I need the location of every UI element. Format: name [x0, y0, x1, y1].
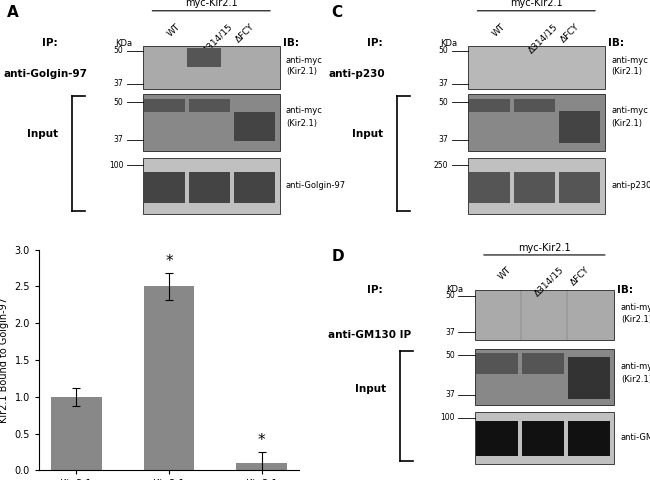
Text: C: C: [332, 5, 343, 20]
Bar: [560, 172, 601, 203]
Y-axis label: Kir2.1 Bound to Golgin-97: Kir2.1 Bound to Golgin-97: [0, 297, 9, 423]
Text: 37: 37: [114, 135, 124, 144]
Text: KDa: KDa: [115, 39, 132, 48]
Text: Δ314/15: Δ314/15: [526, 22, 560, 55]
Text: KDa: KDa: [440, 39, 457, 48]
Bar: [468, 158, 604, 214]
Text: *: *: [165, 254, 173, 269]
Text: anti-GM130: anti-GM130: [621, 433, 650, 442]
Bar: [468, 94, 604, 151]
Text: KDa: KDa: [447, 286, 463, 294]
Text: Input: Input: [27, 130, 58, 139]
Text: (Kir2.1): (Kir2.1): [621, 375, 650, 384]
Text: 50: 50: [439, 46, 448, 55]
Text: anti-p230: anti-p230: [611, 181, 650, 191]
Text: WT: WT: [497, 265, 514, 282]
Text: 37: 37: [445, 390, 455, 399]
Text: anti-GM130 IP: anti-GM130 IP: [328, 330, 411, 340]
Bar: [474, 412, 614, 464]
Text: (Kir2.1): (Kir2.1): [611, 119, 642, 128]
Bar: [514, 99, 555, 112]
Text: (Kir2.1): (Kir2.1): [286, 119, 317, 128]
Text: IP:: IP:: [42, 38, 58, 48]
Bar: [568, 420, 610, 456]
Bar: [522, 352, 564, 374]
Text: *: *: [258, 432, 265, 447]
Text: (Kir2.1): (Kir2.1): [611, 67, 642, 76]
Bar: [236, 463, 287, 470]
Text: myc-Kir2.1: myc-Kir2.1: [518, 243, 571, 252]
Text: anti-Golgin-97: anti-Golgin-97: [3, 70, 87, 79]
Bar: [189, 172, 230, 203]
Text: 100: 100: [109, 160, 124, 169]
Bar: [187, 48, 221, 67]
Text: 50: 50: [114, 46, 124, 55]
Text: anti-myc: anti-myc: [611, 107, 648, 115]
Text: myc-Kir2.1: myc-Kir2.1: [185, 0, 237, 8]
Text: 37: 37: [114, 79, 124, 88]
Text: 50: 50: [439, 98, 448, 107]
Text: anti-myc: anti-myc: [286, 56, 323, 65]
Text: WT: WT: [166, 22, 182, 38]
Bar: [469, 172, 510, 203]
Text: 37: 37: [439, 135, 448, 144]
Bar: [51, 397, 102, 470]
Bar: [143, 94, 280, 151]
Bar: [143, 46, 280, 89]
Text: 100: 100: [441, 413, 455, 422]
Text: 50: 50: [114, 98, 124, 107]
Text: 50: 50: [445, 351, 455, 360]
Text: ΔFCY: ΔFCY: [559, 22, 582, 44]
Bar: [474, 348, 614, 405]
Bar: [522, 420, 564, 456]
Text: ΔFCY: ΔFCY: [569, 265, 592, 288]
Text: IB:: IB:: [618, 285, 634, 295]
Text: anti-myc: anti-myc: [611, 56, 648, 65]
Text: anti-myc: anti-myc: [621, 303, 650, 312]
Text: A: A: [6, 5, 18, 20]
Text: IP:: IP:: [367, 38, 383, 48]
Text: 250: 250: [434, 160, 448, 169]
Bar: [468, 46, 604, 89]
Bar: [568, 357, 610, 399]
Text: D: D: [332, 249, 344, 264]
Bar: [514, 172, 555, 203]
Text: myc-Kir2.1: myc-Kir2.1: [510, 0, 562, 8]
Text: anti-myc: anti-myc: [286, 107, 323, 115]
Text: 37: 37: [439, 79, 448, 88]
Text: (Kir2.1): (Kir2.1): [286, 67, 317, 76]
Bar: [476, 352, 518, 374]
Text: 37: 37: [445, 328, 455, 336]
Bar: [235, 172, 276, 203]
Text: WT: WT: [491, 22, 507, 38]
Text: ΔFCY: ΔFCY: [234, 22, 257, 44]
Bar: [476, 420, 518, 456]
Text: IP:: IP:: [367, 285, 383, 295]
Text: IB:: IB:: [283, 38, 299, 48]
Bar: [474, 290, 614, 339]
Text: Input: Input: [352, 130, 383, 139]
Bar: [144, 99, 185, 112]
Bar: [143, 158, 280, 214]
Text: Input: Input: [355, 384, 386, 394]
Text: anti-myc: anti-myc: [621, 362, 650, 371]
Text: 50: 50: [445, 291, 455, 300]
Bar: [144, 172, 185, 203]
Text: Δ314/15: Δ314/15: [202, 22, 235, 55]
Text: (Kir2.1): (Kir2.1): [621, 315, 650, 324]
Text: anti-Golgin-97: anti-Golgin-97: [286, 181, 346, 191]
Bar: [189, 99, 230, 112]
Bar: [235, 112, 276, 141]
Bar: [469, 99, 510, 112]
Text: anti-p230: anti-p230: [328, 70, 385, 79]
Bar: [144, 287, 194, 470]
Text: IB:: IB:: [608, 38, 624, 48]
Bar: [560, 111, 601, 143]
Text: Δ314/15: Δ314/15: [533, 265, 566, 298]
